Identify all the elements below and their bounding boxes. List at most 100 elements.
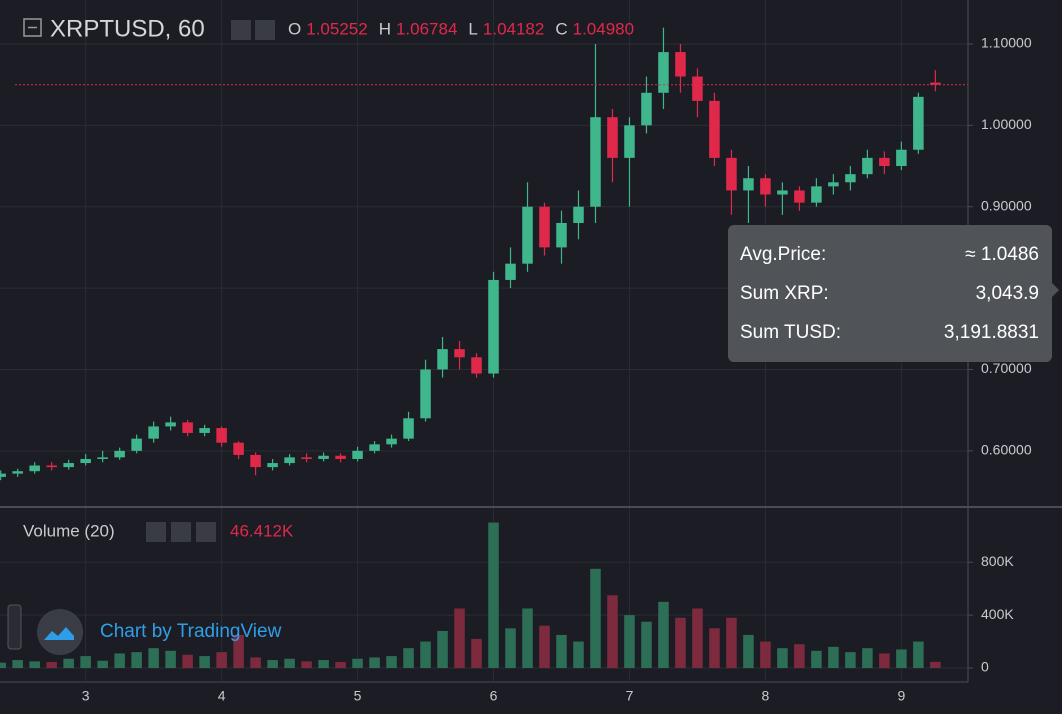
- candle-body: [675, 52, 686, 77]
- volume-bar: [828, 646, 839, 668]
- candle-body: [386, 438, 397, 445]
- volume-bar: [692, 608, 703, 668]
- ohlc-label: O: [288, 19, 301, 38]
- volume-tick-label: 400K: [981, 606, 1014, 622]
- volume-title: Volume (20): [23, 521, 115, 540]
- candle-body: [573, 206, 584, 223]
- candle-body: [80, 458, 91, 464]
- volume-bar: [301, 661, 312, 668]
- candle-body: [301, 457, 312, 459]
- candle-body: [97, 457, 108, 459]
- volume-bar: [352, 658, 363, 668]
- volume-bar: [522, 608, 533, 668]
- x-tick-label: 7: [626, 688, 634, 704]
- volume-bar: [590, 568, 601, 668]
- volume-bar: [12, 660, 23, 668]
- visibility-icon[interactable]: [231, 20, 251, 40]
- volume-bar: [930, 661, 941, 668]
- x-tick-label: 4: [218, 688, 226, 704]
- volume-bar: [403, 648, 414, 668]
- candle-body: [896, 149, 907, 167]
- volume-bar: [607, 595, 618, 668]
- candle-body: [539, 206, 550, 248]
- volume-bar: [80, 656, 91, 668]
- volume-bar: [165, 650, 176, 668]
- volume-bar: [267, 660, 278, 668]
- candle-body: [182, 422, 193, 433]
- candle-body: [709, 100, 720, 158]
- volume-bar: [709, 628, 720, 668]
- watermark[interactable]: Chart by TradingView: [100, 621, 282, 642]
- candle-body: [437, 349, 448, 370]
- candle-body: [505, 263, 516, 280]
- candle-body: [352, 450, 363, 459]
- ohlc-value: 1.05252: [306, 19, 367, 38]
- candle-body: [148, 426, 159, 439]
- x-tick-label: 8: [762, 688, 770, 704]
- x-tick-label: 9: [897, 688, 905, 704]
- collapse-icon[interactable]: [23, 18, 42, 37]
- marks: [0, 27, 968, 668]
- volume-bar: [437, 630, 448, 668]
- ohlc-value: 1.04182: [483, 19, 544, 38]
- tooltip: Avg.Price: ≈ 1.0486 Sum XRP: 3,043.9 Sum TUS…: [728, 225, 1059, 362]
- volume-bar: [743, 634, 754, 668]
- volume-bar: [641, 621, 652, 668]
- candle-body: [216, 428, 227, 443]
- volume-bar: [29, 661, 40, 668]
- candle-body: [777, 190, 788, 195]
- candle-body: [250, 454, 261, 468]
- volume-bar: [726, 617, 737, 668]
- ohlc-value: 1.04980: [573, 19, 634, 38]
- candle-body: [29, 465, 40, 472]
- volume-bar: [658, 601, 669, 668]
- y-tick-label: 0.70000: [981, 360, 1032, 376]
- candle-body: [726, 157, 737, 191]
- close-icon[interactable]: [196, 522, 216, 542]
- candle-body: [522, 206, 533, 264]
- candle-body: [318, 455, 329, 459]
- candle-body: [624, 125, 635, 158]
- candle-body: [233, 442, 244, 455]
- volume-bar: [794, 644, 805, 668]
- volume-bar: [318, 660, 329, 668]
- candle-body: [12, 471, 23, 474]
- volume-bar: [63, 658, 74, 668]
- candle-body: [658, 52, 669, 93]
- volume-bar: [335, 662, 346, 668]
- candle-body: [131, 438, 142, 451]
- visibility-icon[interactable]: [146, 522, 166, 542]
- volume-bar: [556, 634, 567, 668]
- volume-bar: [505, 628, 516, 668]
- volume-bar: [369, 657, 380, 668]
- side-tab[interactable]: [7, 604, 22, 650]
- volume-bar: [675, 617, 686, 668]
- volume-bar: [46, 662, 57, 668]
- settings-icon[interactable]: [171, 522, 191, 542]
- volume-tick-label: 0: [981, 659, 989, 675]
- volume-bar: [471, 638, 482, 668]
- settings-icon[interactable]: [255, 20, 275, 40]
- volume-bar: [845, 652, 856, 668]
- x-tick-label: 5: [354, 688, 362, 704]
- candle-body: [913, 96, 924, 150]
- candle-body: [930, 82, 941, 85]
- logo-icon: [44, 627, 74, 640]
- tooltip-value: 3,043.9: [976, 283, 1039, 304]
- logo[interactable]: [37, 609, 83, 655]
- candle-body: [46, 465, 57, 468]
- volume-bar: [811, 650, 822, 668]
- candle-body: [369, 444, 380, 451]
- volume-tick-label: 800K: [981, 553, 1014, 569]
- y-tick-label: 0.60000: [981, 442, 1032, 458]
- candle-body: [811, 186, 822, 203]
- candle-body: [63, 463, 74, 468]
- candle-body: [743, 178, 754, 191]
- candle-body: [284, 457, 295, 464]
- volume-bar: [777, 648, 788, 668]
- volume-bar: [131, 652, 142, 668]
- candle-body: [845, 174, 856, 183]
- y-tick-label: 1.00000: [981, 116, 1032, 132]
- volume-bar: [539, 625, 550, 668]
